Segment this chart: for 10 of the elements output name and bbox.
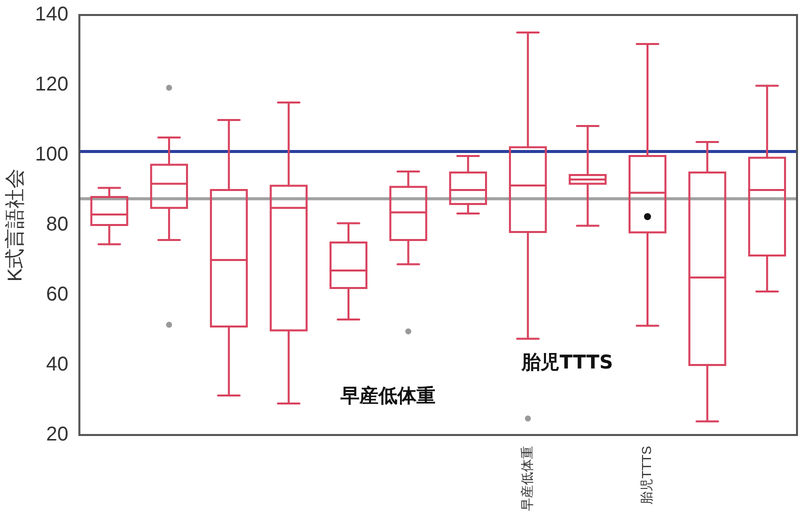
y-tick-label: 20 [46, 424, 68, 446]
y-tick-label: 80 [46, 214, 68, 236]
y-tick-label: 100 [34, 144, 68, 166]
y-tick-label: 140 [34, 4, 68, 26]
y-tick-label: 40 [46, 354, 68, 376]
y-axis-title: K式言語社会 [4, 168, 27, 282]
y-tick-label: 60 [46, 284, 68, 306]
annotation: 胎児TTTS [520, 352, 614, 374]
annotation: 早産低体重 [339, 385, 436, 408]
y-tick-label: 120 [34, 74, 68, 96]
